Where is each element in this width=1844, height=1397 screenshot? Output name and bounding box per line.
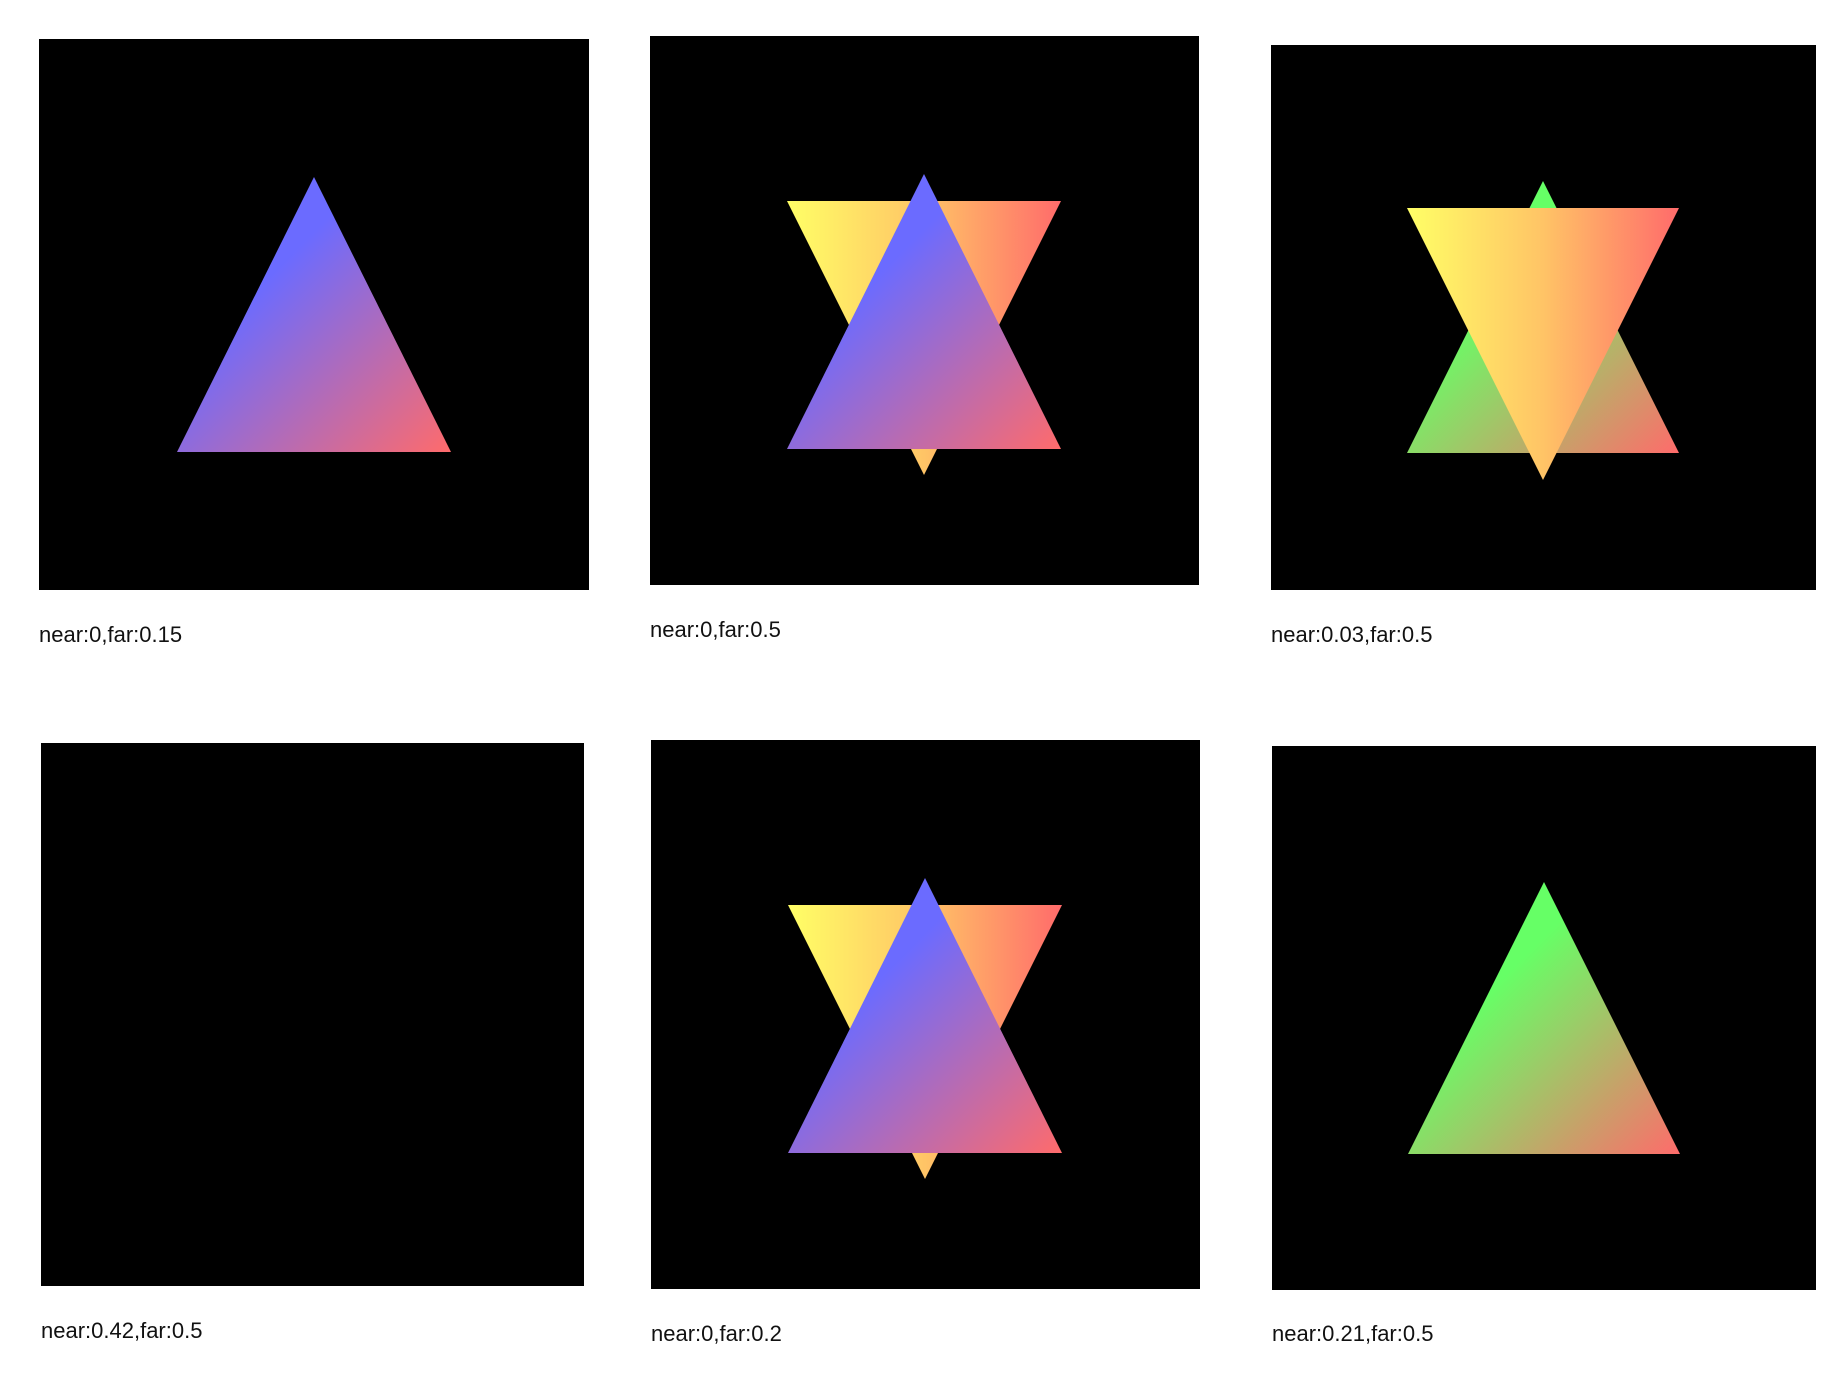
scene-3 — [1407, 181, 1679, 480]
panel-caption: near:0.42,far:0.5 — [41, 1318, 203, 1343]
yellow-triangle — [1407, 208, 1679, 480]
render-canvas-3 — [1271, 45, 1816, 590]
blue-triangle — [788, 878, 1062, 1153]
scene-5 — [788, 878, 1062, 1179]
render-canvas-4 — [41, 743, 584, 1286]
scene-4 — [41, 743, 584, 1286]
panel-caption: near:0.21,far:0.5 — [1272, 1321, 1434, 1346]
green-triangle — [1408, 882, 1680, 1154]
render-canvas-5 — [651, 740, 1200, 1289]
render-canvas-6 — [1272, 746, 1816, 1290]
blue-triangle — [177, 177, 451, 452]
panel-caption: near:0.03,far:0.5 — [1271, 622, 1433, 647]
scene-2 — [787, 174, 1061, 475]
render-canvas-2 — [650, 36, 1199, 585]
panel-caption: near:0,far:0.15 — [39, 622, 183, 647]
scene-6 — [1408, 882, 1680, 1154]
panel-caption: near:0,far:0.5 — [650, 617, 781, 642]
panel-caption: near:0,far:0.2 — [651, 1321, 782, 1346]
scene-1 — [177, 177, 451, 452]
blue-triangle — [787, 174, 1061, 449]
render-canvas-1 — [39, 39, 589, 590]
